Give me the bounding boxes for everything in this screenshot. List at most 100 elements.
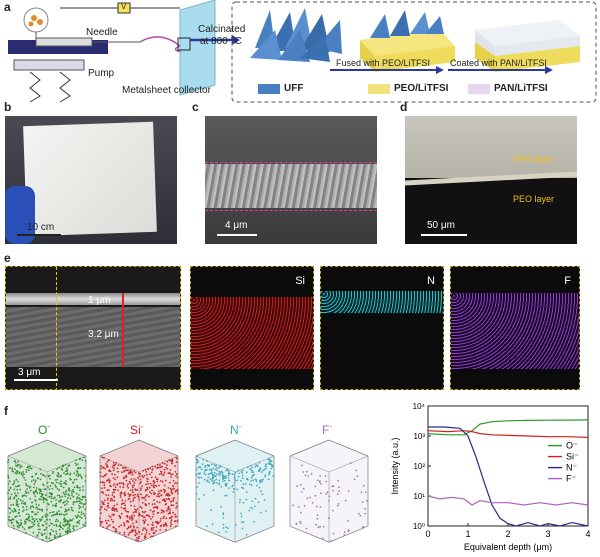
cube-point (124, 504, 127, 507)
calcinated-label: Calcinated (198, 24, 246, 35)
cube-point (7, 498, 10, 500)
cube-point (264, 474, 267, 476)
cube-point (27, 517, 30, 520)
cube-point (132, 522, 134, 525)
cube-point (63, 501, 66, 503)
cube-point (101, 520, 103, 523)
cube-point (25, 532, 27, 534)
cube-point (158, 466, 160, 469)
cube-point (82, 495, 85, 498)
cube-point (109, 524, 111, 527)
cube-point (133, 505, 136, 507)
cube-point (225, 530, 228, 533)
cube-point (142, 519, 145, 522)
cube-point (84, 517, 87, 519)
cube-point (65, 473, 67, 476)
cube-point (11, 518, 14, 521)
cube-point (40, 518, 43, 521)
cube-point (251, 471, 253, 473)
cube-point (361, 501, 364, 503)
cube-point (69, 519, 72, 522)
cube-point (113, 483, 116, 485)
cube-point (101, 481, 104, 483)
cube-point (127, 469, 130, 471)
cube-point (203, 494, 206, 496)
cube-point (134, 529, 136, 532)
cube-point (224, 494, 227, 497)
cube-point (132, 511, 135, 514)
pump-stage (13, 59, 85, 71)
cube-point (139, 478, 142, 481)
cube-point (259, 479, 261, 482)
cube-point (150, 476, 153, 479)
cube-point (112, 464, 115, 467)
cube-point (170, 487, 172, 490)
cube-point (265, 467, 268, 470)
cube-point (160, 509, 163, 511)
cube-point (238, 501, 241, 504)
cube-point (17, 525, 20, 528)
cube-point (42, 474, 44, 477)
cube-point (42, 501, 45, 504)
cube-point (126, 520, 128, 523)
cube-point (258, 486, 261, 489)
cube-point (35, 507, 37, 509)
cube-point (69, 524, 71, 527)
cube-point (167, 492, 170, 495)
cube-point (44, 494, 47, 497)
cube-point (130, 516, 133, 519)
cube-point (208, 465, 211, 468)
scale-bar (421, 234, 467, 236)
cube-point (172, 499, 175, 502)
cube-point (144, 495, 147, 498)
cube-point (108, 515, 111, 517)
cube-point (62, 486, 65, 489)
cube-point (124, 469, 127, 472)
cube-point (197, 466, 200, 469)
cube-point (134, 488, 137, 490)
cube-point (134, 493, 137, 496)
cube-point (52, 511, 55, 513)
cube-point (111, 473, 113, 475)
cube-point (163, 484, 166, 487)
cube-point (131, 519, 133, 521)
cube-point (227, 474, 230, 477)
cube-point (112, 521, 114, 523)
cube-point (107, 489, 110, 491)
cube-point (46, 514, 49, 516)
cube-point (174, 465, 177, 467)
cube-point (54, 520, 57, 523)
cube-point (9, 498, 12, 500)
x-tick-label: 3 (545, 529, 550, 539)
cube-point (314, 485, 317, 488)
cube-point (59, 501, 62, 503)
cube-point (215, 473, 218, 475)
cube-point (129, 470, 132, 473)
cube-point (170, 516, 173, 519)
cube-point (48, 495, 51, 498)
cube-point (113, 504, 116, 507)
cube-point (50, 495, 53, 498)
cube-point (206, 464, 209, 467)
cube-point (50, 497, 53, 500)
cube-point (133, 484, 135, 486)
cube-point (170, 521, 172, 524)
cube-point (82, 489, 84, 491)
cube-point (159, 529, 162, 531)
cube-point (100, 491, 103, 493)
thin-layer (6, 293, 180, 305)
cube-point (362, 484, 365, 487)
cube-point (53, 534, 56, 537)
cube-point (66, 472, 69, 475)
cube-point (106, 499, 109, 501)
cube-point (22, 506, 25, 509)
cube-point (137, 539, 139, 542)
cube-point (262, 469, 265, 472)
cube-point (268, 473, 270, 476)
x-tick-label: 0 (425, 529, 430, 539)
cube-point (13, 460, 16, 463)
cube-point (135, 509, 138, 512)
cube-point (153, 531, 156, 534)
cube-point (60, 485, 63, 488)
cube-point (59, 496, 61, 499)
